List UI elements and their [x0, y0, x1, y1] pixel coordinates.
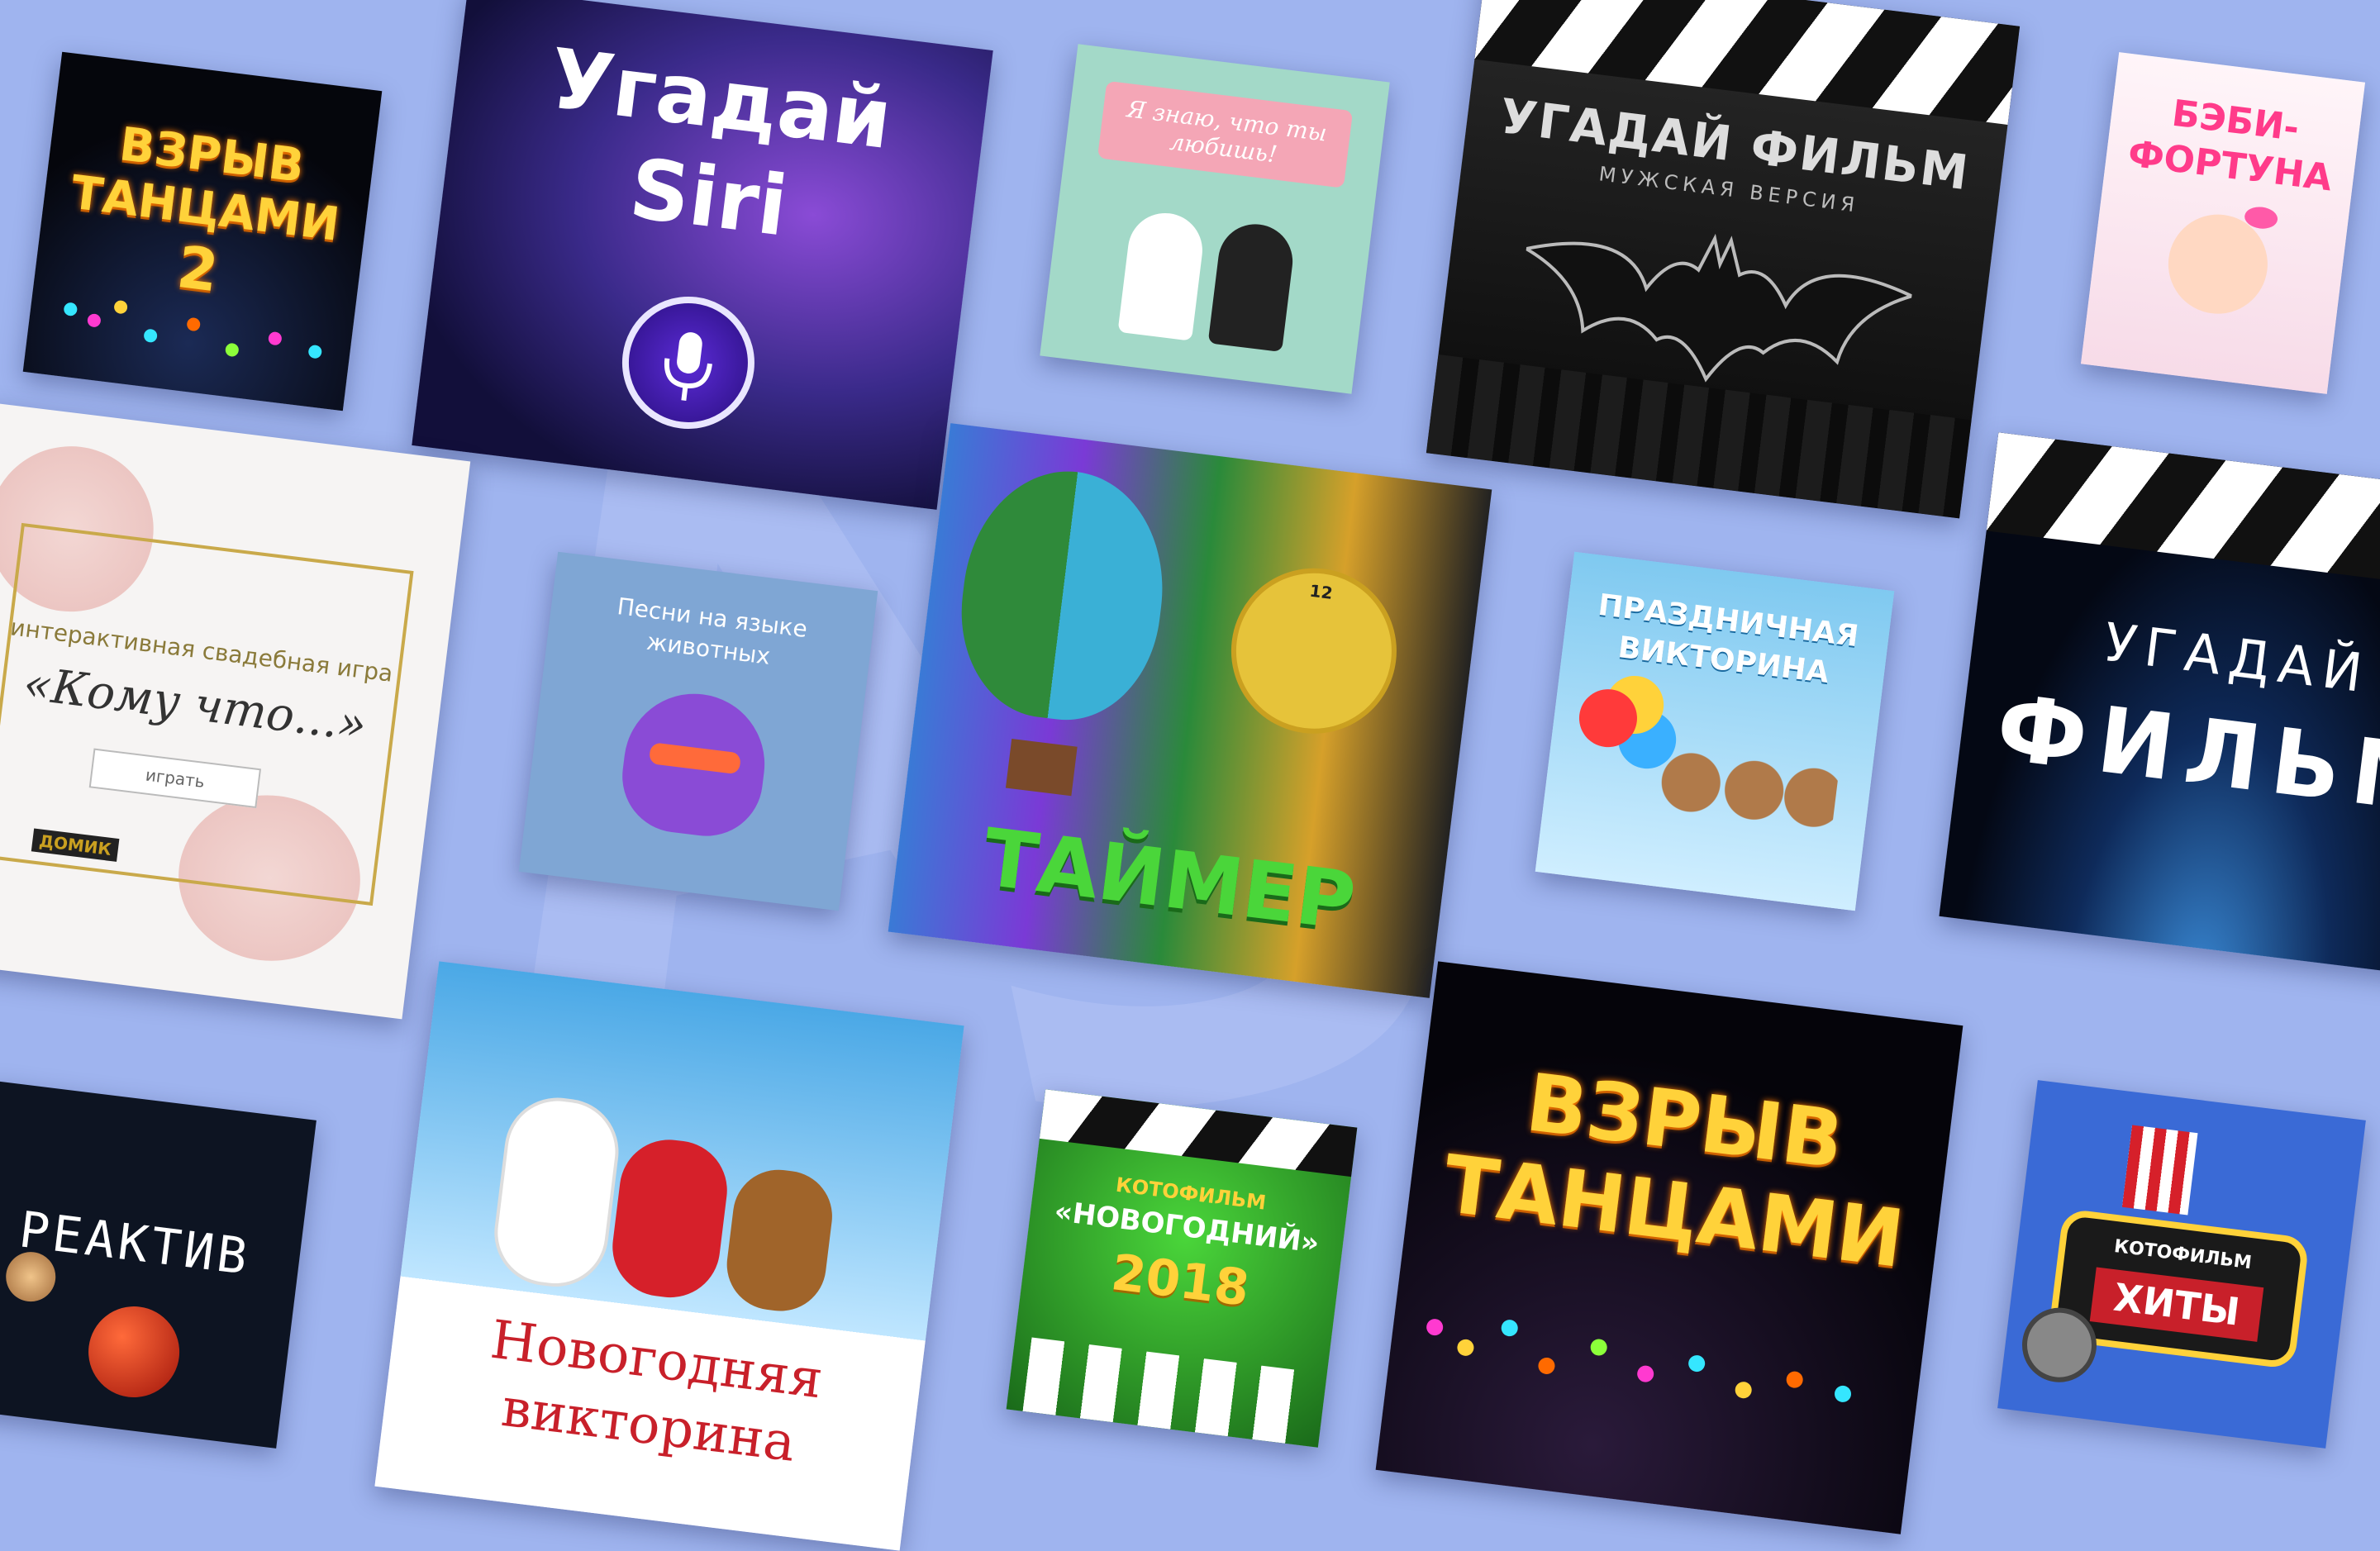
- bat-logo-icon: [1511, 200, 1917, 415]
- card-newyear-quiz[interactable]: Новогодняя викторина: [374, 961, 964, 1551]
- clock-icon: 12: [1221, 559, 1407, 744]
- microphone-icon: [614, 288, 763, 437]
- sparkle: [63, 302, 79, 317]
- popcorn-illustration: [2121, 1125, 2198, 1216]
- card-wedding-love[interactable]: Я знаю, что ты любишь!: [1040, 44, 1390, 394]
- clapperboard-stripes: [1986, 432, 2380, 596]
- groom-illustration: [1207, 220, 1297, 353]
- snowman-illustration: [492, 1095, 621, 1289]
- card-animal-songs[interactable]: Песни на языке животных: [518, 551, 878, 911]
- card-title: ХИТЫ: [2089, 1267, 2264, 1342]
- clock-number: 12: [1308, 580, 1334, 603]
- cat-paws-illustration: [1022, 1337, 1311, 1446]
- card-guess-siri[interactable]: Угадай Siri: [412, 0, 993, 510]
- card-kotofilm-newyear[interactable]: КОТОФИЛЬМ «НОВОГОДНИЙ» 2018: [1006, 1089, 1358, 1448]
- reindeer-illustration: [721, 1164, 838, 1316]
- planet-icon: [83, 1301, 185, 1403]
- card-dance-explosion-2[interactable]: ВЗРЫВ ТАНЦАМИ 2: [22, 51, 383, 412]
- card-title: ТАЙМЕР: [978, 811, 1360, 949]
- bride-illustration: [1117, 208, 1207, 341]
- card-guess-film-male[interactable]: УГАДАЙ ФИЛЬМ МУЖСКАЯ ВЕРСИЯ: [1426, 0, 2021, 519]
- santa-illustration: [607, 1134, 733, 1303]
- card-holiday-quiz[interactable]: ПРАЗДНИЧНАЯ ВИКТОРИНА: [1535, 551, 1895, 911]
- card-banner-text: Я знаю, что ты любишь!: [1097, 80, 1354, 188]
- card-baby-fortune[interactable]: БЭБИ- ФОРТУНА: [2080, 52, 2366, 394]
- sparkle: [1426, 1317, 1445, 1337]
- card-guess-film-space[interactable]: УГАДАЙ ФИЛЬМ: [1939, 432, 2380, 981]
- card-kotofilm-hits[interactable]: КОТОФИЛЬМ ХИТЫ: [1997, 1080, 2366, 1449]
- card-wedding-game[interactable]: интерактивная свадебная игра «Кому что..…: [0, 402, 471, 1020]
- hot-air-balloon-illustration: [949, 459, 1177, 730]
- card-timer[interactable]: 12 ТАЙМЕР: [888, 423, 1492, 998]
- balloons-illustration: [1575, 686, 1640, 751]
- card-reaktiv[interactable]: РЕАКТИВ: [0, 1080, 317, 1449]
- balloon-basket: [1005, 738, 1078, 797]
- card-dance-explosion[interactable]: ВЗРЫВ ТАНЦАМИ: [1375, 961, 1963, 1534]
- owls-illustration: [1649, 729, 1842, 849]
